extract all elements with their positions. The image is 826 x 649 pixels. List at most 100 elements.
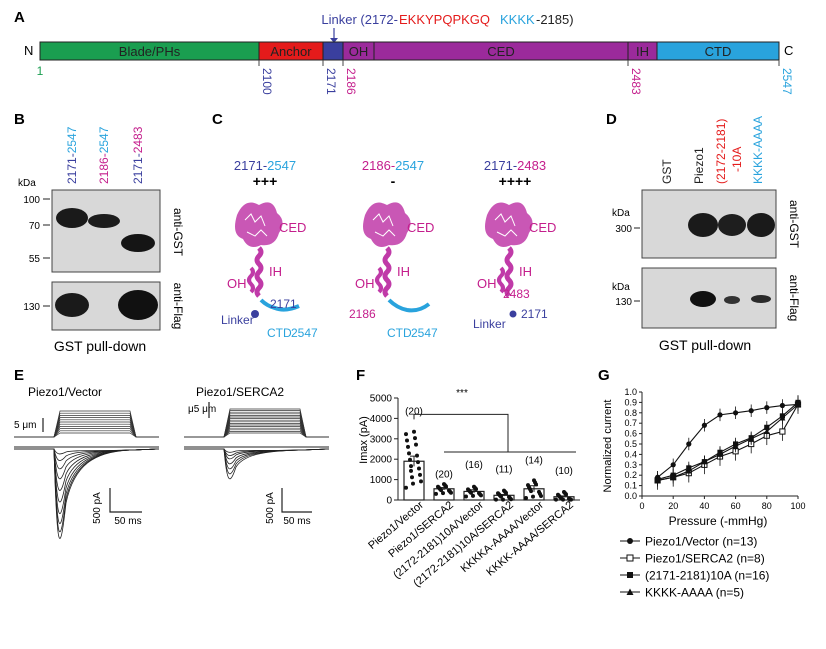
c-lbl-b-2: Linker: [473, 317, 506, 331]
g-legend-label-2: (2171-2181)10A (n=16): [645, 569, 769, 583]
f-dot-3-9: [507, 495, 511, 500]
g-ytick-label-10: 1.0: [624, 387, 637, 397]
oh-helix-1: [375, 266, 383, 294]
f-dot-4-11: [531, 494, 535, 499]
panel-f-chart: 010002000300040005000(20)Piezo1/Vector(2…: [366, 394, 580, 590]
g-legend-mark-1: [626, 554, 634, 562]
f-dot-0-9: [417, 466, 421, 471]
g-ytick-label-9: 0.9: [624, 397, 637, 407]
ctd-tail-0: [259, 298, 300, 312]
ced-blob-0: [235, 202, 283, 247]
f-ytick-label-4: 4000: [370, 414, 393, 425]
e-scalebar-left: [109, 488, 142, 513]
g-pt-0-4: [717, 412, 723, 418]
e-right-title: Piezo1/SERCA2: [196, 385, 284, 399]
f-dot-5-0: [554, 497, 558, 502]
g-pt-3-7: [763, 428, 770, 435]
g-xtick-label-2: 40: [699, 501, 709, 511]
f-dot-2-0: [464, 494, 468, 499]
marker-130-b: 130: [23, 302, 40, 313]
f-dot-5-9: [567, 496, 571, 501]
n-terminus: N: [24, 43, 33, 58]
f-dot-1-8: [442, 482, 446, 487]
e-v-scale-right: μ5 μm: [188, 404, 216, 415]
linker-seq-blue: KKKK: [500, 12, 535, 27]
f-dot-1-9: [447, 488, 451, 493]
band-d3-flag: [724, 296, 740, 304]
band-d4-gst: [747, 213, 775, 237]
band-d4-flag: [751, 295, 771, 303]
structure-title-0: 2171-2547: [234, 158, 296, 173]
ced-blob-2: [485, 202, 533, 247]
g-legend-mark-0: [627, 538, 633, 544]
g-pt-3-5: [732, 443, 739, 449]
f-dot-5-8: [562, 490, 566, 495]
f-dot-0-6: [418, 472, 422, 477]
g-legend-mark-3: [626, 588, 634, 595]
g-ytick-label-0: 0.0: [624, 491, 637, 501]
e-t-scale-right: 50 ms: [283, 516, 310, 527]
domain-2: [322, 41, 344, 61]
oh-helix-2: [497, 266, 505, 294]
band-b1-flag: [55, 293, 89, 317]
band-b3-gst: [121, 234, 155, 252]
f-n-2: (16): [465, 460, 483, 471]
c-lbl-c-0: CTD: [267, 326, 292, 340]
f-dot-0-8: [412, 429, 416, 434]
ced-label-1: CED: [407, 220, 434, 235]
f-dot-0-17: [409, 468, 413, 473]
structure-2: 2171-2483++++ CED IH OH 2483 Linker 2171: [473, 158, 556, 331]
c-lbl-d-0: 2547: [291, 326, 318, 340]
panel-e-traces: [14, 402, 330, 539]
g-ytick-label-1: 0.1: [624, 481, 637, 491]
band-b3-flag: [118, 290, 158, 320]
g-ytick-label-4: 0.4: [624, 449, 637, 459]
e-left-title: Piezo1/Vector: [28, 385, 102, 399]
panel-f-letter: F: [356, 367, 365, 384]
panel-a-letter: A: [14, 9, 25, 26]
e-i-scale-left: 500 pA: [92, 492, 103, 524]
b-lane-0: 2171-2547: [65, 126, 79, 184]
ih-label-0: IH: [269, 264, 282, 279]
f-dot-3-0: [494, 497, 498, 502]
e-t-scale-left: 50 ms: [114, 516, 141, 527]
d-anti-gst: anti-GST: [787, 200, 801, 249]
d-caption: GST pull-down: [659, 337, 751, 353]
g-pt-0-7: [764, 405, 770, 411]
ced-detail-1: [372, 213, 396, 237]
f-dot-2-11: [471, 493, 475, 498]
d-anti-flag: anti-Flag: [787, 275, 801, 322]
pos-0: 1: [37, 64, 44, 78]
f-dot-0-3: [419, 479, 423, 484]
g-legend-label-0: Piezo1/Vector (n=13): [645, 535, 757, 549]
f-dot-5-10: [556, 492, 560, 497]
f-dot-4-9: [537, 489, 541, 494]
g-ytick-label-2: 0.2: [624, 470, 637, 480]
f-ytick-label-3: 3000: [370, 434, 393, 445]
g-pt-3-9: [795, 401, 801, 407]
c-lbl-c-1: CTD: [387, 326, 412, 340]
g-ytick-label-7: 0.7: [624, 418, 637, 428]
f-dot-1-0: [434, 491, 438, 496]
panel-g-chart: 0.00.10.20.30.40.50.60.70.80.91.0 0 20 40 60…: [624, 387, 805, 511]
g-xlabel: Pressure (-mmHg): [669, 514, 768, 528]
structure-0: 2171-2547+++ CED IH OH 2171 Linker CTD 2547: [221, 158, 318, 340]
domain-bar: Blade/PHs Anchor OH CED IH CTD: [39, 41, 780, 61]
domain-label-4: CED: [487, 44, 514, 59]
panel-g-legend: Piezo1/Vector (n=13) Piezo1/SERCA2 (n=8) (…: [620, 535, 769, 600]
structure-title-1: 2186-2547: [362, 158, 424, 173]
f-dot-1-10: [436, 484, 440, 489]
g-pt-1-8: [779, 428, 786, 435]
g-pt-0-8: [779, 402, 786, 409]
f-n-4: (14): [525, 456, 543, 467]
b-lane-2: 2171-2483: [131, 126, 145, 184]
panel-d-letter: D: [606, 111, 617, 128]
g-pt-3-1: [670, 474, 677, 480]
panel-d-kda-bottom: kDa: [612, 282, 630, 293]
f-ylabel: Imax (pA): [358, 416, 370, 464]
g-legend-label-3: KKKK-AAAA (n=5): [645, 586, 744, 600]
domain-6: [656, 41, 780, 61]
domain-label-0: Blade/PHs: [119, 44, 181, 59]
g-pt-0-1: [670, 462, 676, 468]
band-d3-gst: [718, 214, 746, 236]
